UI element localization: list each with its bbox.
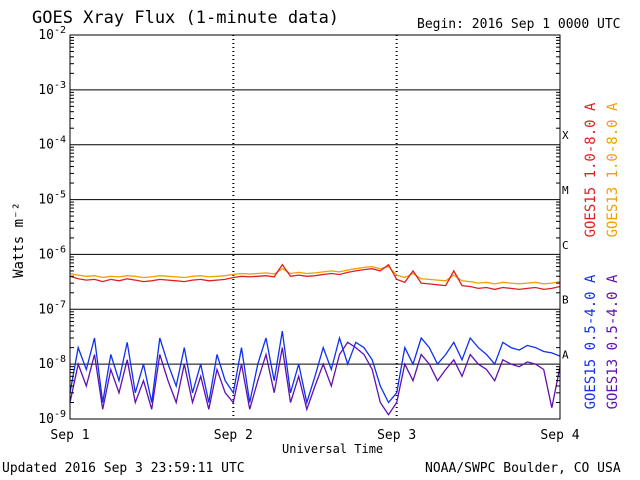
- x-tick-label: Sep 2: [214, 428, 253, 443]
- y-tick-label: 10-6: [38, 244, 66, 262]
- y-tick-label: 10-8: [38, 354, 66, 372]
- flare-class-label: B: [562, 294, 569, 307]
- series-line-2: [69, 330, 561, 406]
- legend-goes13-long: GOES13 1.0-8.0 A: [605, 102, 621, 238]
- legend-goes15-short: GOES15 0.5-4.0 A: [583, 274, 599, 410]
- grid-layer: [70, 34, 560, 420]
- begin-date-label: Begin: 2016 Sep 1 0000 UTC: [417, 17, 621, 32]
- y-tick-label: 10-7: [38, 299, 66, 317]
- chart-title: GOES Xray Flux (1-minute data): [32, 8, 340, 28]
- flare-class-label: X: [562, 129, 569, 142]
- x-tick-label: Sep 1: [50, 428, 89, 443]
- y-tick-label: 10-9: [38, 409, 66, 427]
- source-credit: NOAA/SWPC Boulder, CO USA: [425, 461, 621, 476]
- series-layer: [69, 263, 561, 416]
- flare-class-label: A: [562, 348, 569, 361]
- y-tick-label: 10-2: [38, 25, 66, 43]
- x-tick-label: Sep 4: [540, 428, 579, 443]
- legend-goes13-short: GOES13 0.5-4.0 A: [605, 274, 621, 410]
- series-line-3: [69, 341, 561, 416]
- flare-class-label: C: [562, 239, 569, 252]
- legend-goes15-long: GOES15 1.0-8.0 A: [583, 102, 599, 238]
- series-line-1: [69, 265, 561, 285]
- x-tick-label: Sep 3: [377, 428, 416, 443]
- updated-timestamp: Updated 2016 Sep 3 23:59:11 UTC: [2, 461, 245, 476]
- y-tick-label: 10-5: [38, 190, 66, 208]
- y-tick-label: 10-4: [38, 135, 66, 153]
- axis-layer: [69, 34, 561, 420]
- y-axis-title: Watts m⁻²: [11, 202, 27, 278]
- x-axis-title: Universal Time: [282, 442, 384, 456]
- series-line-0: [69, 263, 561, 291]
- y-tick-label: 10-3: [38, 80, 66, 98]
- plot-frame: [69, 34, 561, 420]
- flare-class-label: M: [562, 184, 569, 197]
